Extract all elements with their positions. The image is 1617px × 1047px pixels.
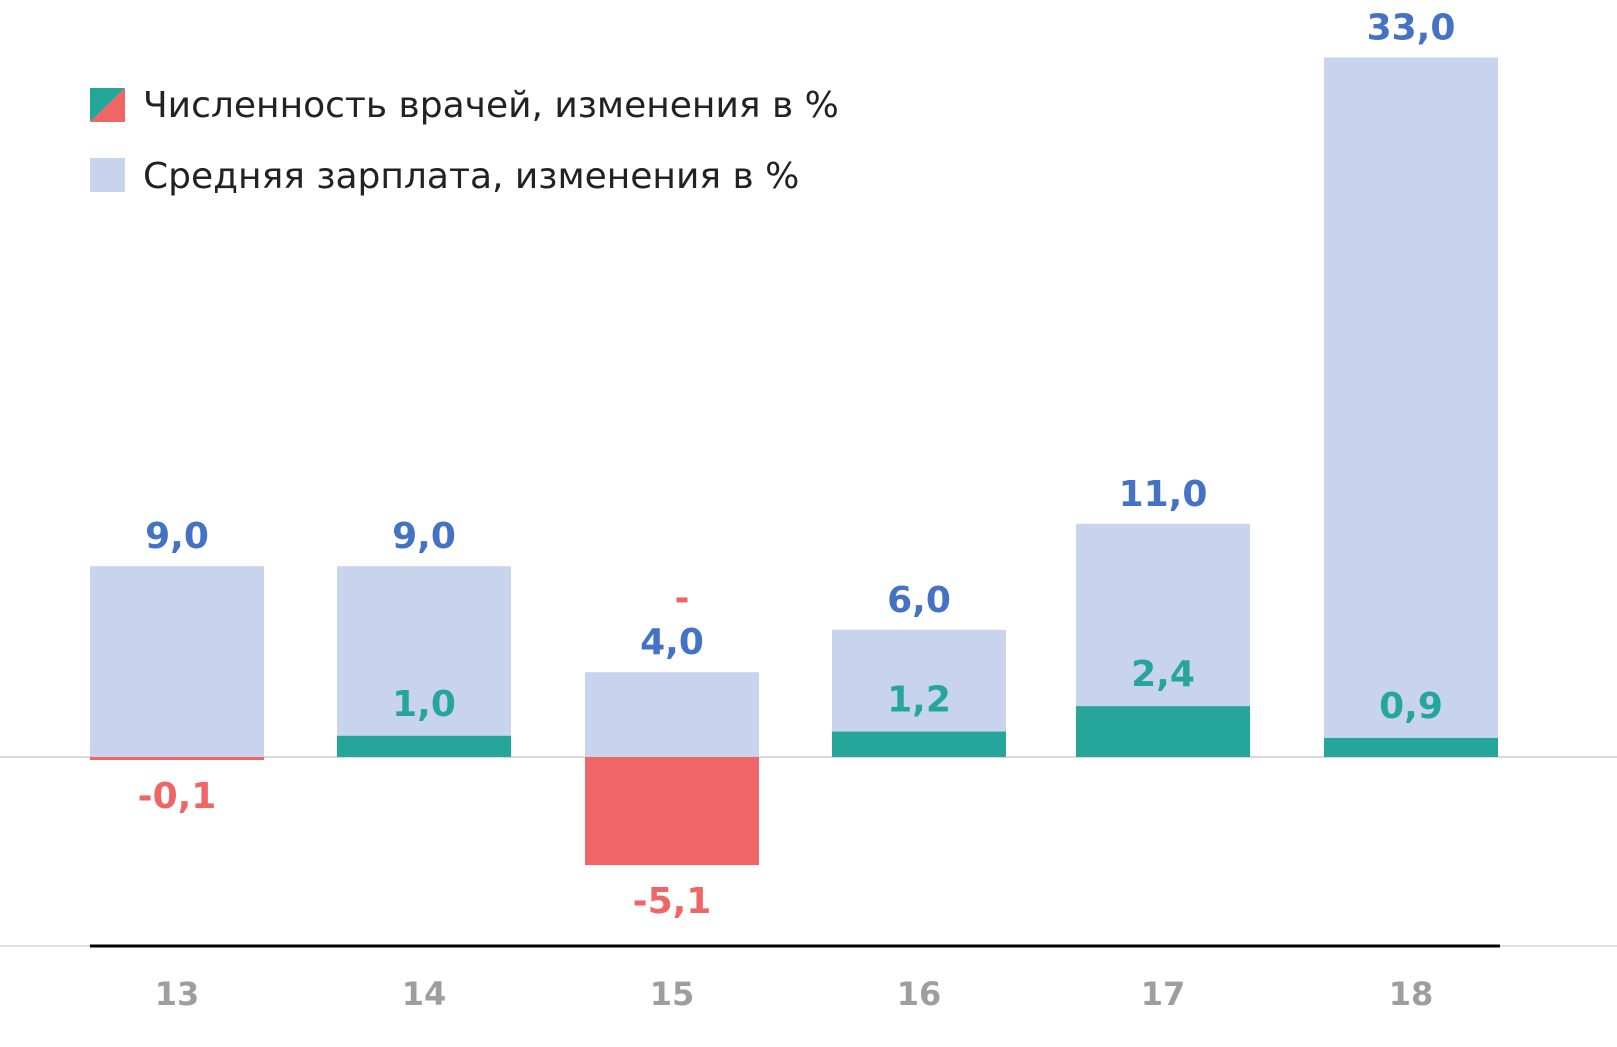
x-tick-labels: 13 14 15 16 17 18 [155, 975, 1434, 1013]
x-tick-14: 14 [402, 975, 447, 1013]
salary-label-13: 9,0 [145, 516, 209, 557]
legend-swatch-doctors-negative [90, 88, 125, 122]
doctors-bar-18 [1324, 737, 1498, 757]
doctors-label-15: -5,1 [633, 881, 712, 922]
x-tick-15: 15 [650, 975, 695, 1013]
doctors-label-16: 1,2 [887, 680, 951, 721]
x-tick-17: 17 [1141, 975, 1186, 1013]
doctors-label-17: 2,4 [1131, 654, 1195, 695]
salary-label-18: 33,0 [1367, 7, 1456, 48]
salary-bar-15 [585, 672, 759, 757]
salary-bar-14 [337, 566, 511, 757]
doctors-label-14: 1,0 [392, 684, 456, 725]
legend-label-salary: Средняя зарплата, изменения в % [143, 156, 799, 197]
doctors-bar-14 [337, 735, 511, 757]
salary-label-15: 4,0 [640, 622, 704, 663]
doctors-bar-16 [832, 731, 1006, 757]
annotation-dash-15: - [675, 578, 690, 619]
salary-bar-13 [90, 566, 264, 757]
salary-label-14: 9,0 [392, 516, 456, 557]
value-labels: 9,0 -0,1 9,0 1,0 4,0 -5,1 6,0 1,2 11,0 2,4 33,0 0,9… [138, 7, 1456, 922]
legend-item-salary: Средняя зарплата, изменения в % [90, 156, 799, 197]
x-tick-13: 13 [155, 975, 200, 1013]
salary-label-16: 6,0 [887, 580, 951, 621]
legend-swatch-salary [90, 158, 125, 192]
legend-item-doctors: Численность врачей, изменения в % [90, 85, 839, 126]
doctors-label-13: -0,1 [138, 776, 217, 817]
doctors-bar-15 [585, 757, 759, 866]
doctor-bars [90, 706, 1498, 866]
salary-label-17: 11,0 [1119, 474, 1208, 515]
salary-bar-18 [1324, 57, 1498, 757]
legend-label-doctors: Численность врачей, изменения в % [143, 85, 839, 126]
x-tick-16: 16 [897, 975, 942, 1013]
legend: Численность врачей, изменения в % Средня… [90, 85, 839, 197]
doctors-bar-13 [90, 757, 264, 760]
x-tick-18: 18 [1389, 975, 1434, 1013]
doctors-label-18: 0,9 [1379, 686, 1443, 727]
doctors-bar-17 [1076, 706, 1250, 757]
